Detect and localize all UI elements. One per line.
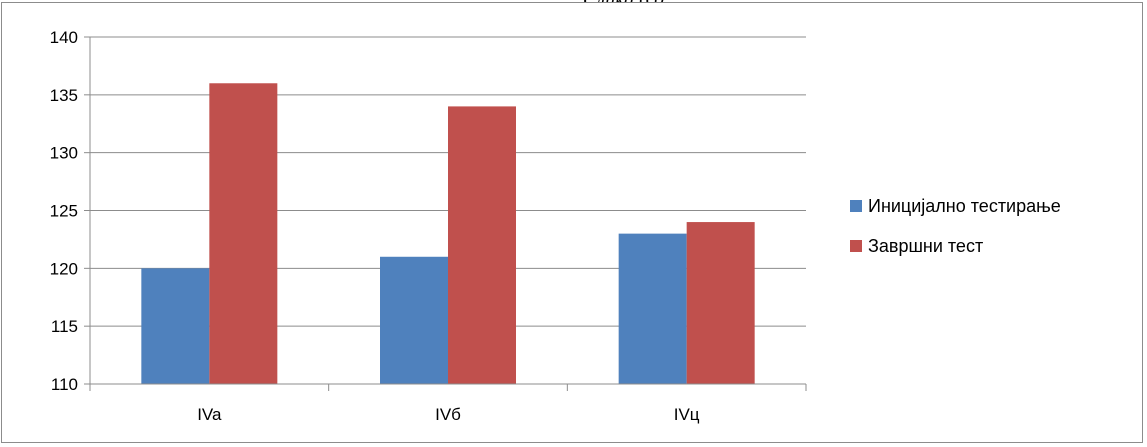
x-tick-label: IVa [197, 405, 222, 424]
y-tick-label: 120 [50, 259, 78, 278]
x-tick-label: IVб [435, 405, 461, 424]
bars [141, 83, 755, 385]
axes [84, 36, 807, 391]
bar-final-1 [448, 106, 516, 385]
axis-labels: 110 115 120 125 130 135 140 IVa IVб IVц [50, 28, 700, 424]
bar-final-2 [686, 222, 755, 384]
y-tick-label: 110 [51, 375, 78, 394]
bar-final-0 [209, 83, 278, 385]
x-tick-label: IVц [674, 405, 700, 424]
legend-swatch-final [850, 240, 862, 252]
legend-label-initial: Иницијално тестирање [868, 195, 1061, 216]
legend-swatch-initial [850, 200, 862, 212]
y-tick-label: 130 [50, 144, 78, 163]
y-tick-label: 125 [50, 202, 78, 221]
y-tick-label: 115 [51, 317, 78, 336]
y-tick-label: 135 [50, 86, 78, 105]
bar-initial-0 [141, 268, 210, 384]
legend-item-initial: Иницијално тестирање [850, 194, 1061, 218]
legend-label-final: Завршни тест [868, 235, 984, 256]
y-tick-label: 140 [50, 28, 78, 47]
bar-initial-2 [618, 233, 687, 384]
legend-item-final: Завршни тест [850, 234, 1061, 258]
legend: Иницијално тестирање Завршни тест [850, 194, 1061, 274]
bar-initial-1 [380, 256, 448, 384]
